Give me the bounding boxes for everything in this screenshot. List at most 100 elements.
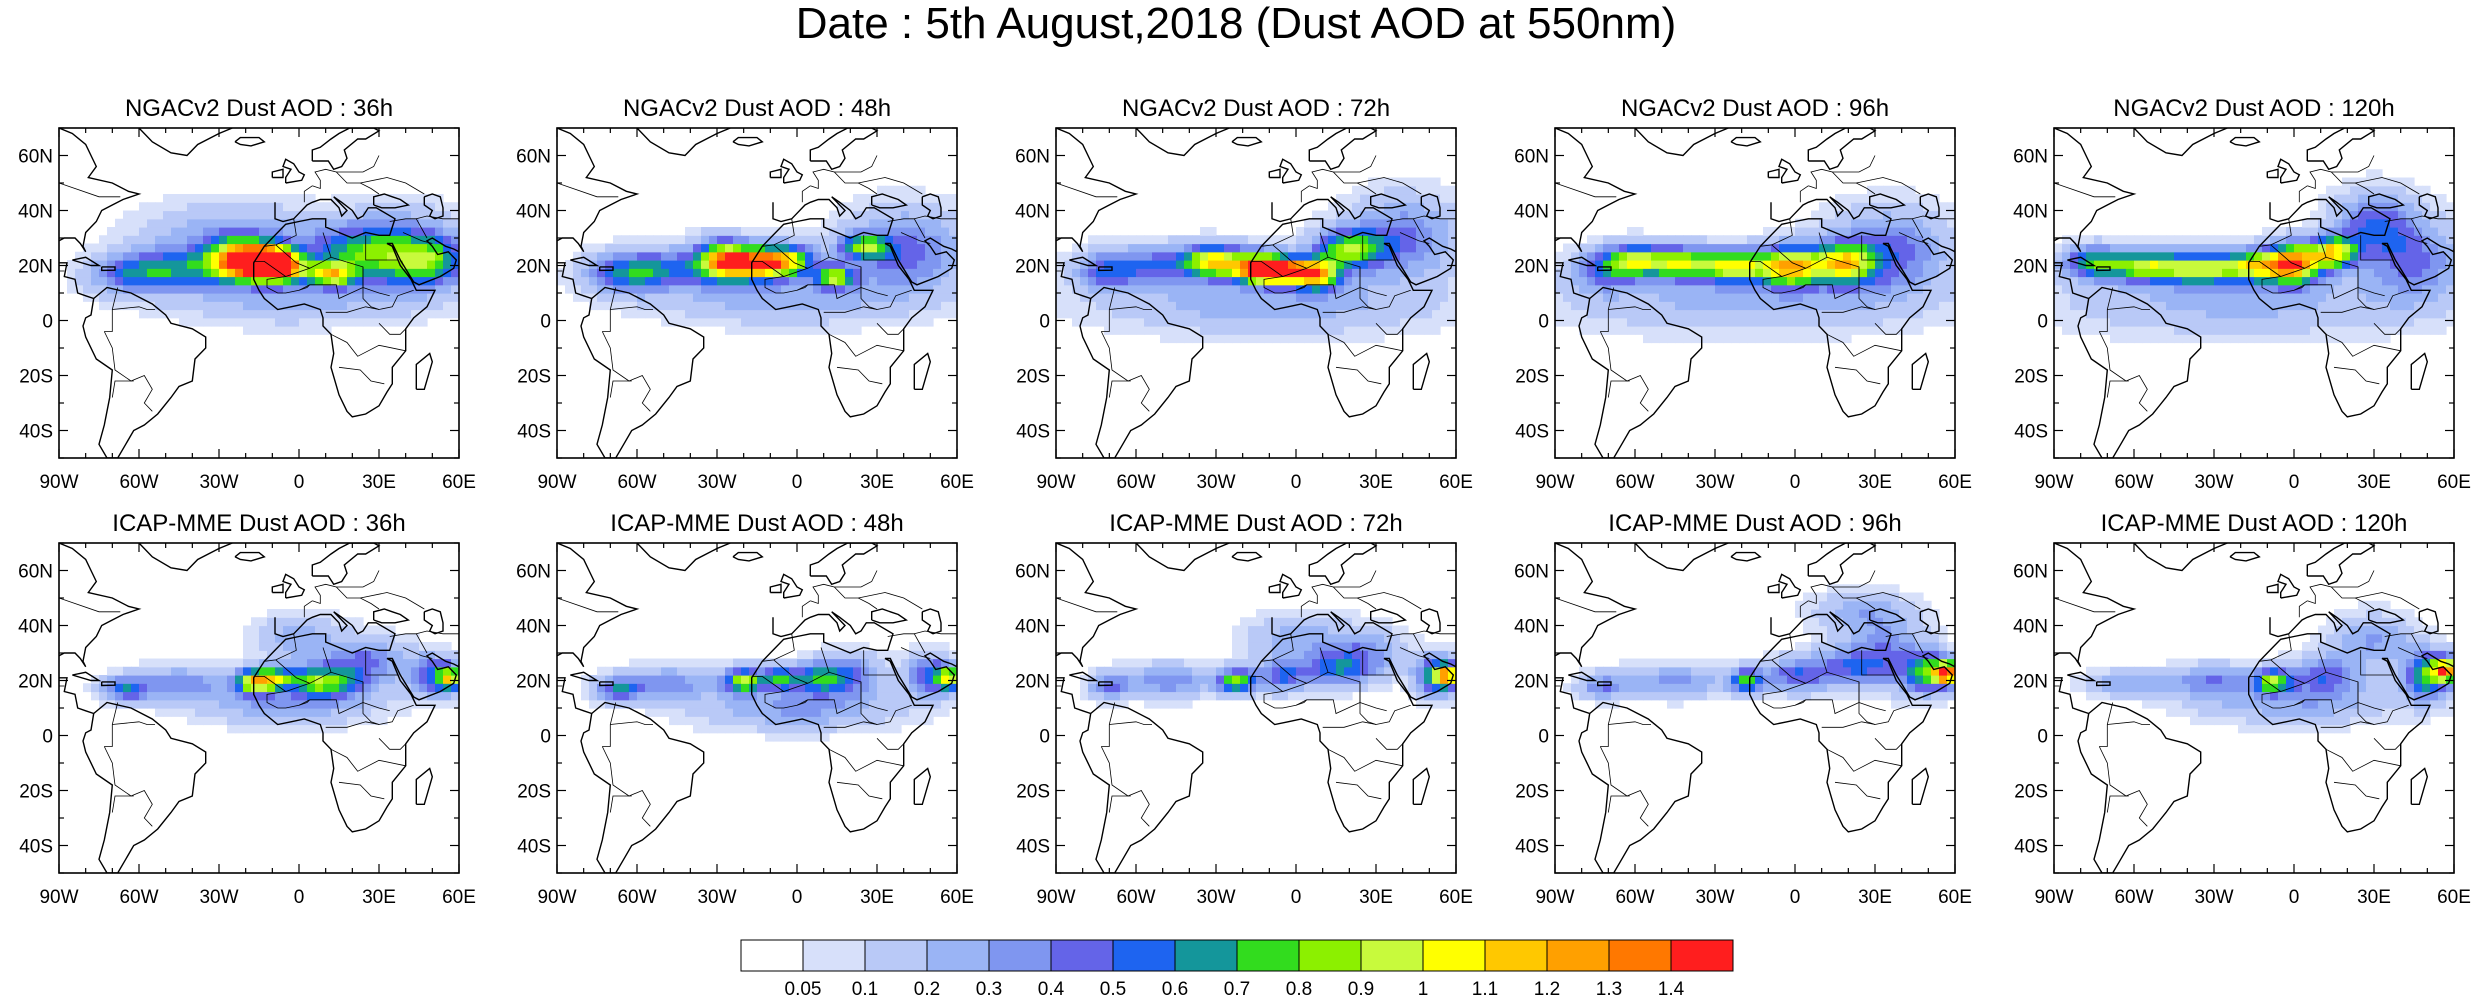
colorbar-swatch bbox=[1112, 939, 1176, 972]
lon-tick-label: 30W bbox=[1196, 472, 1235, 493]
colorbar-label: 1.1 bbox=[1472, 979, 1498, 995]
lon-tick-label: 90W bbox=[537, 472, 576, 493]
lon-tick-label: 60E bbox=[2437, 472, 2471, 493]
lat-tick-label: 40S bbox=[1515, 422, 1549, 443]
lat-tick-label: 0 bbox=[2037, 312, 2048, 333]
map-panel: 90W 60W 30W 0 30E 60E 60N 40N 20N 0 20S 40S ICAP-MME… bbox=[18, 510, 476, 908]
dust-aod-field bbox=[83, 609, 459, 734]
lat-tick-label: 20N bbox=[18, 672, 53, 693]
lon-tick-label: 60W bbox=[1116, 472, 1155, 493]
lat-tick-label: 40S bbox=[19, 422, 53, 443]
lon-tick-label: 0 bbox=[294, 887, 305, 908]
colorbar-swatch bbox=[740, 939, 804, 972]
lon-tick-label: 30W bbox=[697, 472, 736, 493]
lon-tick-label: 90W bbox=[2034, 887, 2073, 908]
lat-tick-label: 0 bbox=[1039, 727, 1050, 748]
lon-tick-label: 60E bbox=[1439, 887, 1473, 908]
lat-tick-label: 40N bbox=[1514, 202, 1549, 223]
map-panel: 90W 60W 30W 0 30E 60E 60N 40N 20N 0 20S 40S ICAP-MME… bbox=[1514, 510, 1972, 908]
panel-title: ICAP-MME Dust AOD : 96h bbox=[1608, 510, 1901, 537]
map-panel: 90W 60W 30W 0 30E 60E 60N 40N 20N 0 20S 40S NGACv2 D… bbox=[516, 95, 974, 493]
colorbar-swatch bbox=[1670, 939, 1734, 972]
lon-tick-label: 60E bbox=[442, 472, 476, 493]
lon-tick-label: 90W bbox=[1036, 472, 1075, 493]
lat-tick-label: 0 bbox=[1039, 312, 1050, 333]
lat-tick-label: 40N bbox=[1514, 617, 1549, 638]
lon-tick-label: 60W bbox=[617, 887, 656, 908]
lat-tick-label: 40S bbox=[2014, 837, 2048, 858]
lat-tick-label: 40N bbox=[18, 202, 53, 223]
coastlines bbox=[2054, 128, 2454, 458]
lat-tick-label: 20N bbox=[516, 257, 551, 278]
dust-aod-field bbox=[67, 194, 459, 335]
lat-tick-label: 60N bbox=[1015, 147, 1050, 168]
lon-tick-label: 90W bbox=[2034, 472, 2073, 493]
lat-tick-label: 40N bbox=[516, 202, 551, 223]
lon-tick-label: 30W bbox=[1196, 887, 1235, 908]
panel-title: NGACv2 Dust AOD : 120h bbox=[2113, 95, 2394, 122]
lat-tick-label: 60N bbox=[1514, 562, 1549, 583]
map-panel: 90W 60W 30W 0 30E 60E 60N 40N 20N 0 20S 40S NGACv2 D… bbox=[18, 95, 476, 493]
dust-aod-field bbox=[1056, 177, 1456, 344]
lat-tick-label: 40N bbox=[1015, 202, 1050, 223]
lat-tick-label: 20N bbox=[18, 257, 53, 278]
lon-tick-label: 30E bbox=[860, 472, 894, 493]
lon-tick-label: 30W bbox=[2194, 887, 2233, 908]
lon-tick-label: 60E bbox=[1938, 472, 1972, 493]
colorbar-label: 0.4 bbox=[1038, 979, 1065, 995]
lat-tick-label: 0 bbox=[540, 727, 551, 748]
coastlines bbox=[59, 543, 459, 873]
map-panel: 90W 60W 30W 0 30E 60E 60N 40N 20N 0 20S 40S NGACv2 D… bbox=[1514, 95, 1972, 493]
lat-tick-label: 40S bbox=[2014, 422, 2048, 443]
lon-tick-label: 30E bbox=[1858, 887, 1892, 908]
lon-tick-label: 60W bbox=[2114, 887, 2153, 908]
lat-tick-label: 60N bbox=[1514, 147, 1549, 168]
colorbar: 0.05 0.1 0.2 0.3 0.4 0.5 0.6 0.7 0.8 0.9 1 1.1 1.2 1.… bbox=[740, 939, 1734, 995]
lat-tick-label: 20S bbox=[1016, 782, 1050, 803]
panel-title: ICAP-MME Dust AOD : 48h bbox=[610, 510, 903, 537]
lat-tick-label: 40N bbox=[2013, 202, 2048, 223]
lat-tick-label: 40S bbox=[517, 837, 551, 858]
figure-title: Date : 5th August,2018 (Dust AOD at 550n… bbox=[795, 0, 1677, 48]
colorbar-swatch bbox=[802, 939, 866, 972]
lon-tick-label: 60W bbox=[1615, 887, 1654, 908]
lon-tick-label: 30W bbox=[1695, 472, 1734, 493]
lat-tick-label: 40S bbox=[1515, 837, 1549, 858]
lon-tick-label: 60E bbox=[940, 887, 974, 908]
lat-tick-label: 20S bbox=[1515, 782, 1549, 803]
lon-tick-label: 30E bbox=[362, 472, 396, 493]
lon-tick-label: 90W bbox=[1535, 887, 1574, 908]
lat-tick-label: 60N bbox=[2013, 147, 2048, 168]
map-panel: 90W 60W 30W 0 30E 60E 60N 40N 20N 0 20S 40S ICAP-MME… bbox=[2013, 510, 2471, 908]
colorbar-swatch bbox=[864, 939, 928, 972]
colorbar-swatch bbox=[1236, 939, 1300, 972]
dust-aod-field bbox=[2070, 600, 2454, 734]
lon-tick-label: 60W bbox=[119, 472, 158, 493]
lat-tick-label: 20S bbox=[1515, 367, 1549, 388]
lat-tick-label: 40N bbox=[2013, 617, 2048, 638]
lon-tick-label: 30E bbox=[860, 887, 894, 908]
lon-tick-label: 0 bbox=[294, 472, 305, 493]
lat-tick-label: 20N bbox=[2013, 672, 2048, 693]
panel-title: ICAP-MME Dust AOD : 36h bbox=[112, 510, 405, 537]
lon-tick-label: 60E bbox=[1938, 887, 1972, 908]
map-panel: 90W 60W 30W 0 30E 60E 60N 40N 20N 0 20S 40S ICAP-MME… bbox=[1015, 510, 1473, 908]
panel-title: NGACv2 Dust AOD : 36h bbox=[125, 95, 393, 122]
lon-tick-label: 30E bbox=[1359, 472, 1393, 493]
lon-tick-label: 60W bbox=[1116, 887, 1155, 908]
lon-tick-label: 60E bbox=[2437, 887, 2471, 908]
lat-tick-label: 60N bbox=[18, 562, 53, 583]
lon-tick-label: 0 bbox=[2289, 472, 2300, 493]
lat-tick-label: 20N bbox=[1514, 257, 1549, 278]
dust-aod-field bbox=[2054, 169, 2454, 344]
lon-tick-label: 90W bbox=[39, 472, 78, 493]
lat-tick-label: 0 bbox=[1538, 727, 1549, 748]
dust-aod-field bbox=[557, 185, 957, 335]
colorbar-swatch bbox=[926, 939, 990, 972]
colorbar-swatch bbox=[1298, 939, 1362, 972]
lat-tick-label: 0 bbox=[42, 312, 53, 333]
colorbar-swatch bbox=[1484, 939, 1548, 972]
lat-tick-label: 40S bbox=[1016, 837, 1050, 858]
lat-tick-label: 20S bbox=[19, 782, 53, 803]
lon-tick-label: 60E bbox=[940, 472, 974, 493]
